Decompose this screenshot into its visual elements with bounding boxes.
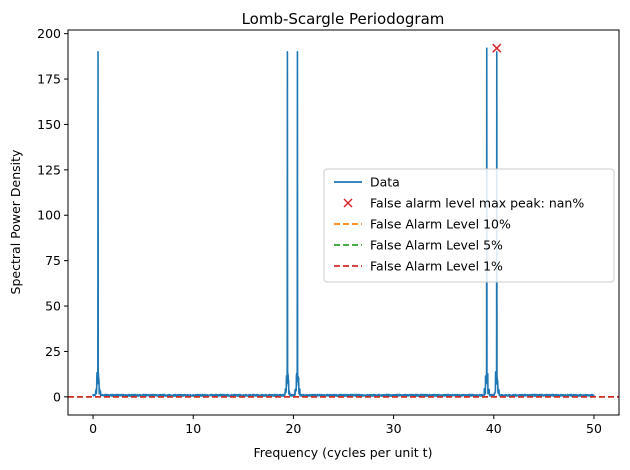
legend-item: Data	[334, 175, 400, 190]
y-tick-label: 50	[45, 299, 61, 314]
axes-frame	[67, 29, 620, 416]
legend-box	[323, 168, 615, 283]
x-tick-label: 40	[486, 421, 502, 436]
x-tick-label: 50	[586, 421, 602, 436]
y-axis-label: Spectral Power Density	[8, 149, 23, 294]
legend-label: False alarm level max peak: nan%	[370, 196, 584, 211]
y-tick-label: 200	[37, 26, 61, 41]
legend-label: False Alarm Level 1%	[370, 259, 503, 274]
x-tick-label: 10	[185, 421, 201, 436]
legend-item: False alarm level max peak: nan%	[343, 196, 584, 211]
y-tick-label: 125	[37, 162, 61, 177]
x-tick-label: 20	[285, 421, 301, 436]
legend-item: False Alarm Level 10%	[334, 217, 511, 232]
chart-title: Lomb-Scargle Periodogram	[242, 10, 445, 28]
y-tick-label: 175	[37, 72, 61, 87]
legend-label: Data	[370, 175, 400, 190]
legend-item: False Alarm Level 5%	[334, 238, 503, 253]
y-tick-label: 75	[45, 253, 61, 268]
y-tick-label: 25	[45, 344, 61, 359]
x-tick-label: 30	[386, 421, 402, 436]
x-axis-label: Frequency (cycles per unit t)	[254, 445, 433, 460]
axis-ticks: 0 10 20 30 40 50 0 25 50 75 100 125 150 175 200	[37, 26, 602, 436]
legend-label: False Alarm Level 5%	[370, 238, 503, 253]
y-tick-label: 150	[37, 117, 61, 132]
plot-area	[68, 43, 619, 398]
max-peak-marker	[492, 43, 502, 53]
legend-item: False Alarm Level 1%	[334, 259, 503, 274]
legend-label: False Alarm Level 10%	[370, 217, 511, 232]
x-tick-label: 0	[89, 421, 97, 436]
legend: Data False alarm level max peak: nan% Fals…	[323, 168, 615, 283]
y-tick-label: 100	[37, 208, 61, 223]
series-line-data	[92, 47, 595, 397]
y-tick-label: 0	[53, 389, 61, 404]
